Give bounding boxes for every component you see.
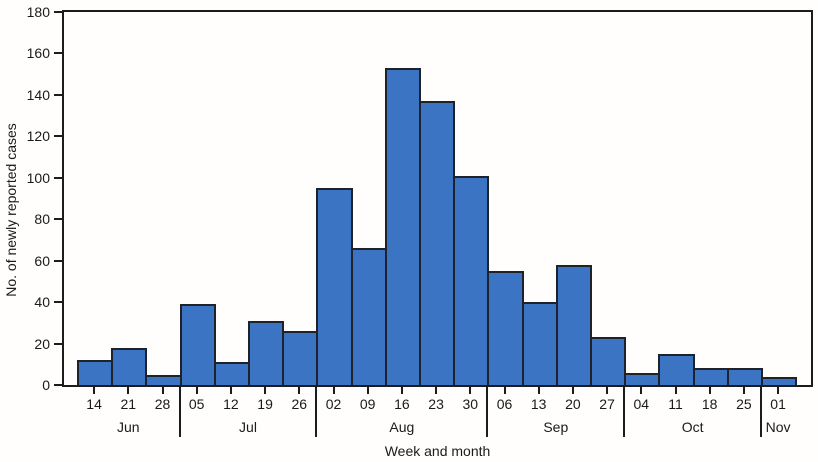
month-separator-after-sep [623, 387, 626, 437]
y-tick-mark-100 [54, 176, 62, 179]
y-tick-mark-160 [54, 52, 62, 55]
week-label-sep-27: 27 [599, 396, 615, 412]
month-separator-after-oct [760, 387, 762, 437]
x-axis-title: Week and month [384, 443, 491, 459]
bar-sep-06 [487, 271, 524, 385]
x-tick-mark-oct-25 [742, 387, 745, 394]
bar-oct-25 [726, 368, 763, 385]
x-tick-mark-aug-30 [469, 387, 472, 394]
y-tick-mark-80 [54, 218, 62, 221]
x-tick-mark-sep-27 [606, 387, 609, 394]
week-label-aug-02: 02 [325, 396, 342, 412]
y-tick-mark-0 [54, 384, 62, 386]
month-label-oct: Oct [681, 419, 704, 435]
month-label-aug: Aug [389, 419, 415, 435]
y-tick-mark-20 [54, 342, 62, 345]
x-tick-mark-jun-28 [161, 387, 164, 394]
x-tick-mark-jun-14 [93, 387, 96, 394]
x-tick-mark-oct-18 [708, 387, 711, 394]
bar-aug-02 [316, 188, 353, 385]
week-label-oct-25: 25 [736, 396, 752, 412]
week-label-jun-21: 21 [120, 396, 137, 412]
week-label-aug-30: 30 [462, 396, 479, 412]
week-label-sep-20: 20 [565, 396, 581, 412]
plot-area [62, 10, 813, 387]
x-tick-mark-jul-12 [229, 387, 232, 394]
bar-aug-30 [453, 175, 490, 385]
month-separator-after-jun [178, 387, 181, 437]
y-tick-mark-120 [54, 135, 62, 138]
y-tick-label-120: 120 [26, 128, 50, 145]
bar-sep-13 [521, 302, 558, 385]
bar-aug-16 [384, 67, 421, 385]
y-tick-mark-180 [54, 11, 62, 13]
y-tick-label-180: 180 [26, 4, 50, 20]
y-tick-label-140: 140 [26, 86, 50, 103]
week-label-jul-05: 05 [188, 396, 205, 412]
bar-aug-23 [419, 101, 456, 385]
y-axis-title: No. of newly reported cases [3, 123, 19, 297]
bar-jun-14 [77, 360, 114, 385]
week-label-oct-11: 11 [668, 396, 683, 412]
y-tick-label-100: 100 [26, 169, 50, 186]
week-label-jul-26: 26 [291, 396, 308, 412]
month-label-jun: Jun [117, 419, 140, 435]
bar-jul-26 [282, 331, 319, 385]
x-tick-mark-sep-13 [537, 387, 540, 394]
y-tick-label-40: 40 [34, 294, 50, 311]
bar-nov-01 [761, 376, 798, 385]
x-tick-mark-oct-11 [674, 387, 677, 394]
bar-jul-19 [248, 320, 285, 385]
x-tick-mark-nov-01 [777, 387, 780, 394]
week-label-aug-09: 09 [359, 396, 376, 412]
bar-oct-18 [692, 368, 729, 385]
x-tick-mark-jul-05 [195, 387, 198, 394]
bar-oct-04 [624, 372, 661, 385]
x-tick-mark-sep-20 [571, 387, 574, 394]
month-label-nov: Nov [765, 419, 791, 435]
week-label-oct-04: 04 [633, 396, 650, 412]
y-tick-label-0: 0 [42, 377, 50, 393]
bar-jul-05 [179, 304, 216, 385]
week-label-sep-13: 13 [530, 396, 547, 412]
week-label-oct-18: 18 [701, 396, 718, 412]
x-tick-mark-jun-21 [127, 387, 130, 394]
week-label-aug-16: 16 [394, 396, 410, 412]
y-tick-label-160: 160 [26, 45, 50, 62]
y-tick-mark-40 [54, 301, 62, 304]
week-label-sep-06: 06 [496, 396, 513, 412]
week-label-jul-12: 12 [223, 396, 239, 412]
month-label-jul: Jul [239, 419, 257, 435]
bar-aug-09 [350, 248, 387, 385]
bar-jul-12 [213, 362, 250, 385]
x-tick-mark-sep-06 [503, 387, 506, 394]
bar-oct-11 [658, 353, 695, 385]
x-tick-mark-aug-16 [400, 387, 403, 394]
month-separator-after-aug [486, 387, 489, 437]
month-separator-after-jul [315, 387, 318, 437]
week-label-jul-19: 19 [257, 396, 273, 412]
x-tick-mark-jul-26 [298, 387, 301, 394]
week-label-aug-23: 23 [428, 396, 444, 412]
x-tick-mark-aug-02 [332, 387, 335, 394]
x-tick-mark-aug-23 [435, 387, 438, 394]
y-tick-label-20: 20 [34, 335, 50, 352]
bar-sep-27 [590, 337, 627, 385]
month-label-sep: Sep [543, 419, 569, 435]
y-tick-mark-60 [54, 259, 62, 262]
bar-sep-20 [555, 264, 592, 385]
x-tick-mark-aug-09 [366, 387, 369, 394]
bar-jun-28 [145, 374, 182, 385]
week-label-jun-28: 28 [154, 396, 171, 412]
week-label-nov-01: 01 [770, 396, 786, 412]
week-label-jun-14: 14 [86, 396, 102, 412]
x-tick-mark-jul-19 [264, 387, 267, 394]
bar-jun-21 [111, 347, 148, 385]
y-tick-mark-140 [54, 93, 62, 96]
y-tick-label-60: 60 [34, 252, 50, 269]
x-tick-mark-oct-04 [640, 387, 643, 394]
y-tick-label-80: 80 [34, 211, 50, 228]
